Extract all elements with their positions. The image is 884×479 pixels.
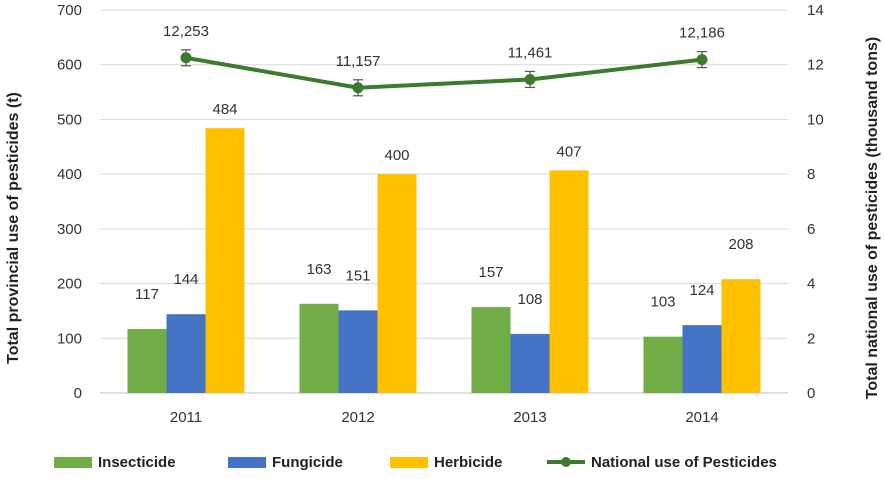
bar-value-label: 157 <box>478 264 503 281</box>
bar-value-label: 108 <box>517 291 542 308</box>
national-point <box>524 73 536 85</box>
left-tick-label: 300 <box>57 221 82 238</box>
legend-marker <box>561 457 571 467</box>
line-value-label: 12,186 <box>679 25 725 42</box>
bar-value-label: 400 <box>384 147 409 164</box>
bar-value-label: 208 <box>728 236 753 253</box>
right-tick-label: 10 <box>807 111 824 128</box>
x-tick-label: 2011 <box>170 409 202 426</box>
bar-herbicide <box>205 128 245 393</box>
national-point <box>696 54 708 66</box>
line-value-label: 11,157 <box>336 53 381 70</box>
left-tick-label: 100 <box>57 330 82 347</box>
bar-value-label: 103 <box>650 294 675 311</box>
bars-group <box>127 128 761 393</box>
right-tick-label: 6 <box>807 221 815 238</box>
x-tick-label: 2013 <box>513 409 546 426</box>
legend-swatch <box>54 457 92 468</box>
bar-insecticide <box>127 328 167 393</box>
national-use-line <box>185 55 703 90</box>
right-axis-title: Total national use of pesticides (thousa… <box>864 37 881 399</box>
legend: Insecticide Fungicide Herbicide National us… <box>54 454 777 471</box>
x-tick-label: 2014 <box>685 409 718 426</box>
left-tick-label: 400 <box>57 166 82 183</box>
legend-swatch <box>228 457 266 468</box>
left-tick-label: 200 <box>57 276 82 293</box>
national-point <box>180 52 192 64</box>
bar-value-label: 163 <box>306 261 331 278</box>
data-labels-group: 117 163 157 103 144 151 108 124 484 400 407 208 12,2… <box>135 23 753 311</box>
bar-insecticide <box>299 303 339 393</box>
left-tick-label: 0 <box>74 385 82 402</box>
bar-value-label: 151 <box>345 267 370 284</box>
bar-fungicide <box>510 333 550 393</box>
right-tick-label: 8 <box>807 166 815 183</box>
national-line-group <box>180 49 708 97</box>
bar-herbicide <box>549 170 589 393</box>
legend-label: National use of Pesticides <box>591 454 777 471</box>
bar-fungicide <box>338 310 378 393</box>
x-tick-label: 2012 <box>341 409 374 426</box>
legend-swatch <box>390 457 428 468</box>
right-tick-label: 0 <box>807 385 815 402</box>
right-tick-label: 2 <box>807 330 815 347</box>
bar-value-label: 144 <box>173 271 198 288</box>
line-value-label: 12,253 <box>163 23 209 40</box>
left-tick-label: 500 <box>57 111 82 128</box>
left-axis-title: Total provincial use of pesticides (t) <box>5 92 22 364</box>
legend-label: Fungicide <box>272 454 343 471</box>
line-value-label: 11,461 <box>508 44 553 61</box>
right-tick-label: 4 <box>807 276 815 293</box>
right-tick-label: 12 <box>807 57 824 74</box>
bar-fungicide <box>166 314 206 393</box>
bar-value-label: 124 <box>689 282 714 299</box>
bar-value-label: 117 <box>135 286 159 303</box>
bar-fungicide <box>682 325 722 393</box>
bar-insecticide <box>643 336 683 393</box>
bar-value-label: 407 <box>556 143 581 160</box>
right-tick-label: 14 <box>807 2 824 19</box>
bar-value-label: 484 <box>212 101 237 118</box>
legend-label: Herbicide <box>434 454 502 471</box>
left-tick-label: 600 <box>57 57 82 74</box>
bar-insecticide <box>471 307 511 393</box>
bar-herbicide <box>377 174 417 393</box>
tick-labels-group: 0 100 200 300 400 500 600 700 0 2 4 6 8 10 12 14 2011 201… <box>57 2 824 426</box>
legend-label: Insecticide <box>98 454 176 471</box>
national-point <box>352 82 364 94</box>
bar-herbicide <box>721 279 761 393</box>
left-tick-label: 700 <box>57 2 82 19</box>
